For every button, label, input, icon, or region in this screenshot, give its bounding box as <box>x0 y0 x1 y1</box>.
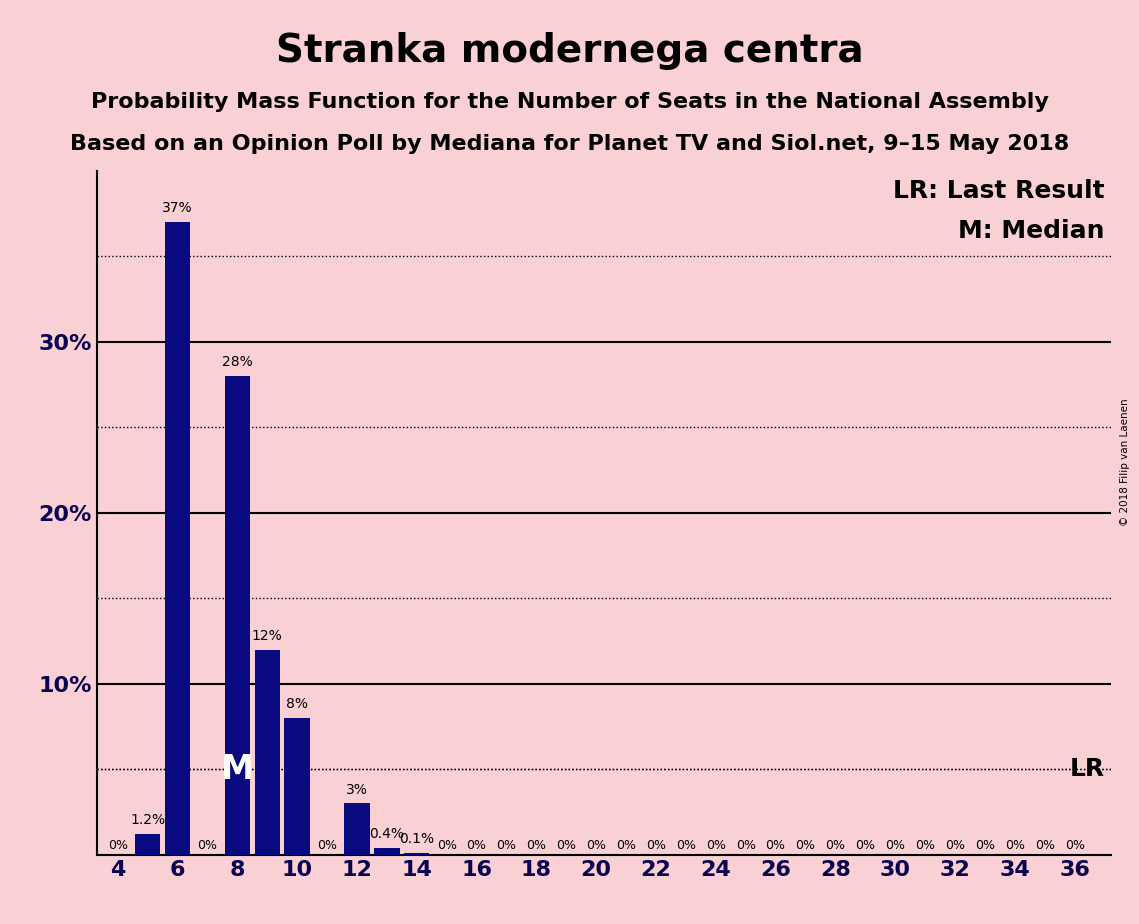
Text: 0%: 0% <box>975 839 995 852</box>
Text: © 2018 Filip van Laenen: © 2018 Filip van Laenen <box>1121 398 1130 526</box>
Text: M: Median: M: Median <box>958 219 1105 243</box>
Text: Based on an Opinion Poll by Mediana for Planet TV and Siol.net, 9–15 May 2018: Based on an Opinion Poll by Mediana for … <box>69 134 1070 154</box>
Text: 0%: 0% <box>197 839 218 852</box>
Text: 0%: 0% <box>765 839 786 852</box>
Text: 0%: 0% <box>1034 839 1055 852</box>
Text: 0%: 0% <box>317 839 337 852</box>
Bar <box>134 834 161 855</box>
Text: M: M <box>221 753 254 785</box>
Bar <box>375 848 400 855</box>
Bar <box>224 376 251 855</box>
Text: 0%: 0% <box>108 839 128 852</box>
Text: 0%: 0% <box>616 839 636 852</box>
Text: 0%: 0% <box>675 839 696 852</box>
Text: 0%: 0% <box>706 839 726 852</box>
Bar <box>404 853 429 855</box>
Text: 0%: 0% <box>736 839 755 852</box>
Text: 8%: 8% <box>286 697 309 711</box>
Text: 0%: 0% <box>497 839 516 852</box>
Text: 0%: 0% <box>885 839 906 852</box>
Text: 0.1%: 0.1% <box>399 833 434 846</box>
Text: 0%: 0% <box>1005 839 1025 852</box>
Bar <box>285 718 310 855</box>
Text: 0%: 0% <box>945 839 965 852</box>
Bar <box>344 804 370 855</box>
Text: 3%: 3% <box>346 783 368 796</box>
Text: 0%: 0% <box>795 839 816 852</box>
Text: 0%: 0% <box>526 839 547 852</box>
Text: Stranka modernega centra: Stranka modernega centra <box>276 32 863 70</box>
Text: 0%: 0% <box>467 839 486 852</box>
Text: 37%: 37% <box>162 201 192 215</box>
Text: 0%: 0% <box>587 839 606 852</box>
Text: 0.4%: 0.4% <box>369 827 404 841</box>
Text: 1.2%: 1.2% <box>130 813 165 827</box>
Text: 0%: 0% <box>556 839 576 852</box>
Text: 0%: 0% <box>915 839 935 852</box>
Text: 28%: 28% <box>222 355 253 370</box>
Text: 0%: 0% <box>646 839 666 852</box>
Text: 0%: 0% <box>436 839 457 852</box>
Bar <box>254 650 280 855</box>
Text: LR: Last Result: LR: Last Result <box>893 179 1105 203</box>
Text: LR: LR <box>1070 758 1105 781</box>
Text: 12%: 12% <box>252 628 282 643</box>
Bar <box>165 222 190 855</box>
Text: 0%: 0% <box>855 839 875 852</box>
Text: Probability Mass Function for the Number of Seats in the National Assembly: Probability Mass Function for the Number… <box>91 92 1048 113</box>
Text: 0%: 0% <box>1065 839 1084 852</box>
Text: 0%: 0% <box>826 839 845 852</box>
